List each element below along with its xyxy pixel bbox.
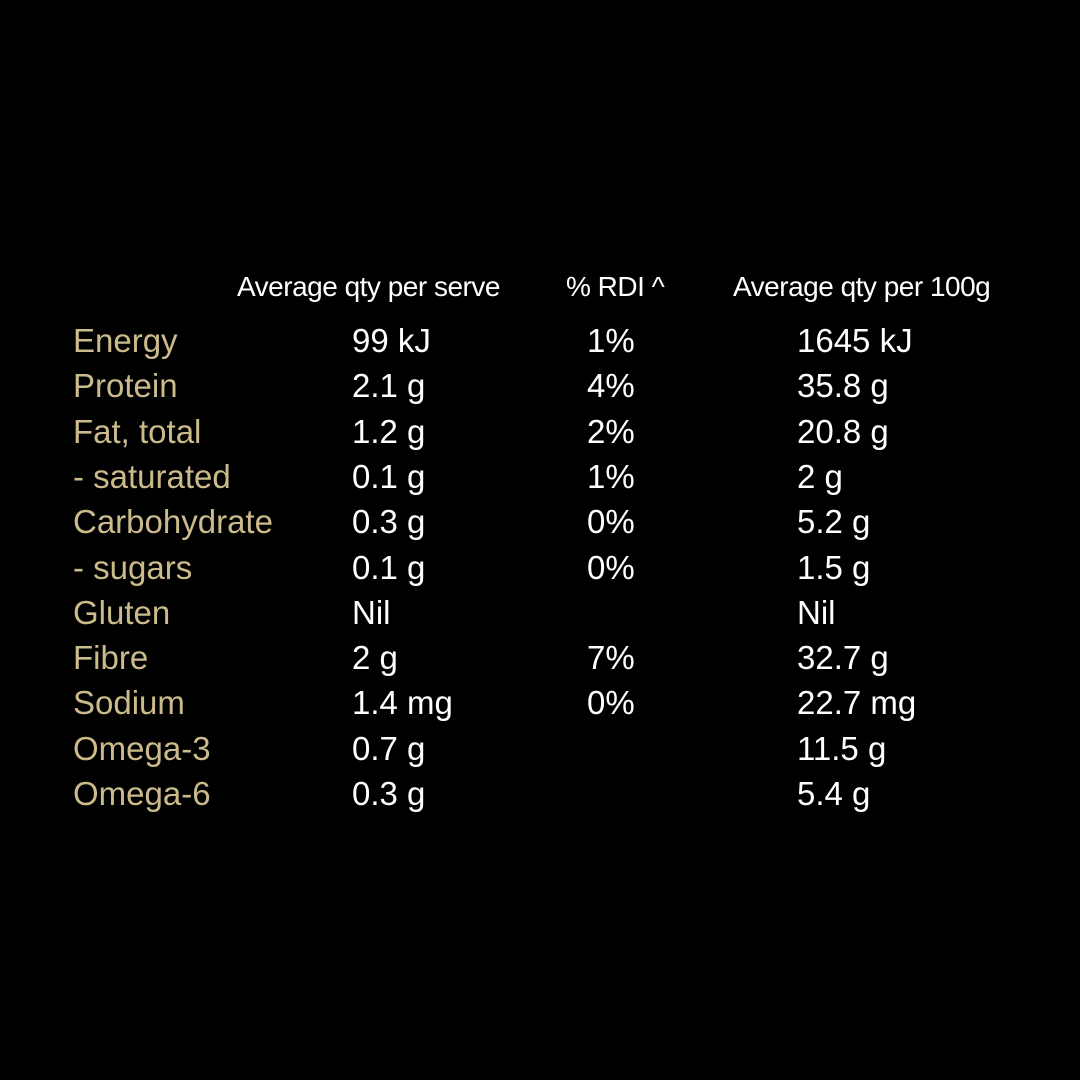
per-100g-value: 11.5 g bbox=[797, 729, 887, 767]
per-serve-value: 0.1 g bbox=[352, 548, 426, 586]
per-serve-value: 0.3 g bbox=[352, 503, 426, 541]
nutrient-name: - sugars bbox=[73, 548, 193, 586]
nutrient-name: Gluten bbox=[73, 593, 171, 631]
column-header: % RDI ^ bbox=[566, 271, 665, 302]
rdi-value: 4% bbox=[587, 367, 635, 405]
nutrient-name: Energy bbox=[73, 322, 178, 359]
per-serve-value: 0.7 g bbox=[352, 729, 426, 767]
per-serve-value: 0.1 g bbox=[352, 457, 426, 495]
per-100g-value: Nil bbox=[797, 593, 836, 631]
per-100g-value: 1645 kJ bbox=[797, 322, 913, 359]
per-serve-value: 1.2 g bbox=[352, 412, 426, 450]
nutrient-name: Omega-6 bbox=[73, 775, 211, 812]
per-100g-value: 22.7 mg bbox=[797, 684, 917, 722]
rdi-value: 1% bbox=[587, 322, 635, 359]
per-serve-value: 2 g bbox=[352, 639, 398, 677]
nutrient-name: - saturated bbox=[73, 457, 231, 495]
nutrient-name: Fat, total bbox=[73, 412, 202, 450]
per-100g-value: 2 g bbox=[797, 457, 843, 495]
per-serve-value: 99 kJ bbox=[352, 322, 431, 359]
rdi-value: 7% bbox=[587, 639, 635, 677]
rdi-value: 1% bbox=[587, 457, 635, 495]
per-100g-value: 1.5 g bbox=[797, 548, 871, 586]
nutrient-name: Protein bbox=[73, 367, 178, 405]
per-100g-value: 5.4 g bbox=[797, 775, 871, 812]
rdi-value: 2% bbox=[587, 412, 635, 450]
per-100g-value: 35.8 g bbox=[797, 367, 889, 405]
rdi-value: 0% bbox=[587, 548, 635, 586]
nutrient-name: Fibre bbox=[73, 639, 149, 677]
column-header: Average qty per 100g bbox=[733, 271, 991, 302]
rdi-value: 0% bbox=[587, 684, 635, 722]
per-serve-value: Nil bbox=[352, 593, 391, 631]
per-serve-value: 0.3 g bbox=[352, 775, 426, 812]
nutrient-name: Carbohydrate bbox=[73, 503, 273, 541]
per-100g-value: 32.7 g bbox=[797, 639, 889, 677]
per-100g-value: 5.2 g bbox=[797, 503, 871, 541]
per-serve-value: 1.4 mg bbox=[352, 684, 453, 722]
rdi-value: 0% bbox=[587, 503, 635, 541]
nutrient-name: Omega-3 bbox=[73, 729, 211, 767]
column-header: Average qty per serve bbox=[237, 271, 500, 302]
nutrient-name: Sodium bbox=[73, 684, 185, 722]
per-serve-value: 2.1 g bbox=[352, 367, 426, 405]
per-100g-value: 20.8 g bbox=[797, 412, 889, 450]
